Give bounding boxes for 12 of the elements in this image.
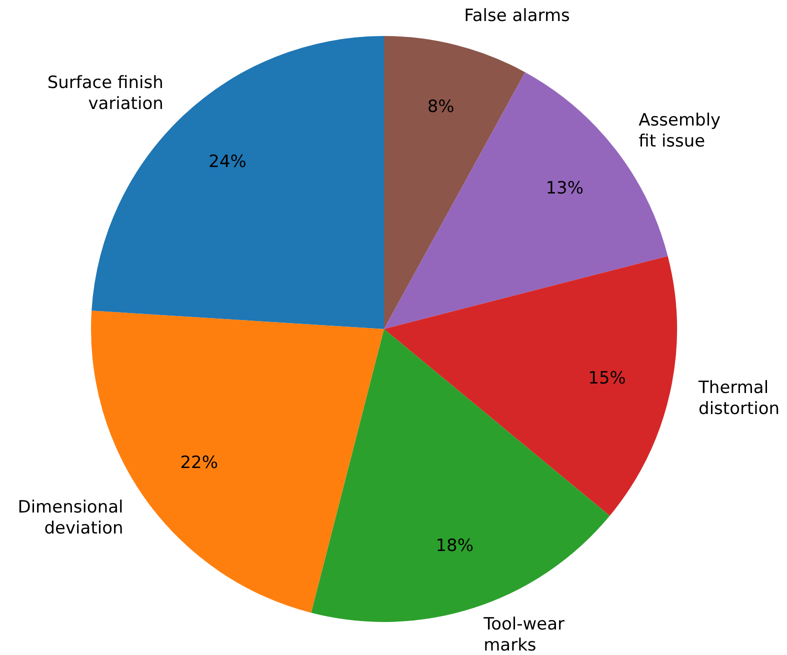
slice-label: Thermal distortion [698,378,780,420]
slice-label: Assembly fit issue [638,110,721,152]
slice-label: Tool-wear marks [482,614,565,655]
data-label: 22% [180,452,218,473]
data-label: 8% [427,97,454,118]
data-label: 15% [588,368,626,388]
slice-label: Surface finish variation [47,72,164,114]
data-label: 18% [436,536,474,556]
slice-label: False alarms [464,6,570,26]
slice-label: Dimensional deviation [18,497,124,538]
data-label: 13% [546,178,584,198]
data-label: 24% [208,152,246,172]
